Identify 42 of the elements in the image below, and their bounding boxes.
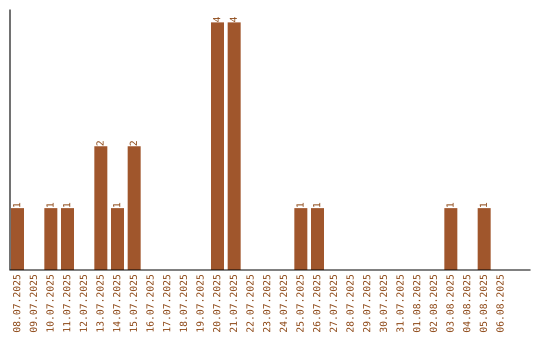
data-label: 2 bbox=[130, 141, 137, 146]
x-tick-label: 23.07.2025 bbox=[262, 274, 270, 332]
data-label: 4 bbox=[230, 16, 237, 22]
x-tick-label: 09.07.2025 bbox=[30, 274, 38, 332]
data-label: 1 bbox=[113, 202, 120, 207]
x-tick-label: 30.07.2025 bbox=[380, 274, 388, 332]
x-tick-label: 17.07.2025 bbox=[162, 274, 170, 332]
x-tick-label: 13.07.2025 bbox=[96, 274, 104, 332]
data-label: 1 bbox=[480, 202, 487, 207]
x-tick-label: 05.08.2025 bbox=[480, 274, 488, 332]
x-tick-label: 25.07.2025 bbox=[296, 274, 304, 332]
x-tick-label: 27.07.2025 bbox=[330, 274, 338, 332]
x-tick-label: 31.07.2025 bbox=[396, 274, 404, 332]
x-tick-label: 26.07.2025 bbox=[312, 274, 320, 332]
x-tick-label: 24.07.2025 bbox=[280, 274, 288, 332]
x-tick-label: 16.07.2025 bbox=[146, 274, 154, 332]
x-tick-label: 20.07.2025 bbox=[212, 274, 220, 332]
x-tick-label: 10.07.2025 bbox=[46, 274, 54, 332]
x-tick-label: 21.07.2025 bbox=[230, 274, 238, 332]
data-label: 1 bbox=[296, 202, 304, 207]
x-tick-label: 08.07.2025 bbox=[12, 274, 20, 332]
data-label: 1 bbox=[13, 202, 20, 207]
x-tick-label: 11.07.2025 bbox=[62, 274, 70, 332]
x-tick-label: 04.08.2025 bbox=[462, 274, 470, 332]
x-tick-label: 03.08.2025 bbox=[446, 274, 454, 332]
data-label: 2 bbox=[96, 141, 104, 146]
x-tick-label: 18.07.2025 bbox=[180, 274, 188, 332]
x-tick-label: 02.08.2025 bbox=[430, 274, 438, 332]
x-tick-label: 06.08.2025 bbox=[496, 274, 504, 332]
x-tick-label: 22.07.2025 bbox=[246, 274, 254, 332]
x-tick-label: 28.07.2025 bbox=[346, 274, 354, 332]
data-label: 1 bbox=[446, 202, 454, 207]
x-tick-label: 14.07.2025 bbox=[112, 274, 120, 332]
x-tick-label: 15.07.2025 bbox=[130, 274, 138, 332]
data-label: 1 bbox=[63, 202, 70, 207]
x-tick-label: 01.08.2025 bbox=[412, 274, 420, 332]
data-label: 4 bbox=[213, 16, 220, 22]
data-label: 1 bbox=[46, 202, 54, 207]
x-tick-label: 12.07.2025 bbox=[80, 274, 88, 332]
x-tick-label: 19.07.2025 bbox=[196, 274, 204, 332]
x-tick-label: 29.07.2025 bbox=[362, 274, 370, 332]
data-label: 1 bbox=[313, 202, 320, 207]
